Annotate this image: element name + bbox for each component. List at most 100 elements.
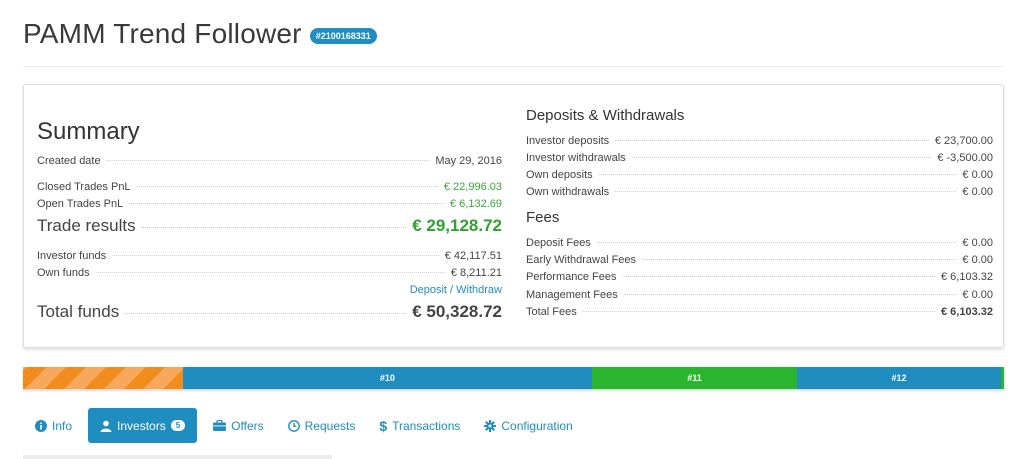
dotted-leader	[112, 255, 439, 256]
created-date-row: Created date May 29, 2016	[37, 155, 502, 167]
fee-row-label: Management Fees	[526, 289, 618, 301]
info-circle-icon	[35, 419, 47, 432]
tab-label: Configuration	[501, 418, 573, 433]
fee-row-value: € 6,103.32	[941, 271, 993, 283]
fee-row-label: Performance Fees	[526, 271, 617, 283]
open-trades-label: Open Trades PnL	[37, 198, 124, 210]
tab-label: Offers	[231, 418, 264, 433]
fee-row-value: € 0.00	[962, 289, 993, 301]
page-header: PAMM Trend Follower #2100168331	[23, 14, 377, 54]
user-icon	[100, 420, 112, 432]
deposit-row-value: € 0.00	[962, 186, 993, 198]
briefcase-icon	[213, 420, 227, 431]
fee-row: Performance Fees € 6,103.32	[526, 271, 993, 283]
own-funds-row: Own funds € 8,211.21	[37, 267, 502, 279]
tab-content-edge	[23, 455, 332, 459]
closed-trades-row: Closed Trades PnL € 22,996.03	[37, 181, 502, 193]
created-date-label: Created date	[37, 155, 101, 167]
deposit-row-value: € -3,500.00	[937, 152, 993, 164]
progress-segment: #12	[796, 367, 1002, 389]
progress-segment: #10	[182, 367, 592, 389]
dotted-leader	[623, 294, 957, 295]
progress-segment	[1001, 367, 1004, 389]
summary-panel: Summary Created date May 29, 2016 Closed…	[23, 84, 1004, 348]
fee-row-label: Deposit Fees	[526, 237, 591, 249]
fee-row-value: € 0.00	[962, 254, 993, 266]
total-fees-row: Total Fees € 6,103.32	[526, 306, 993, 318]
dotted-leader	[95, 272, 445, 273]
total-funds-value: € 50,328.72	[412, 302, 502, 321]
investor-funds-label: Investor funds	[37, 250, 107, 262]
dotted-leader	[622, 276, 935, 277]
clock-icon	[287, 419, 300, 432]
dotted-leader	[596, 242, 957, 243]
fee-row: Deposit Fees € 0.00	[526, 237, 993, 249]
gear-icon	[484, 419, 497, 432]
dotted-leader	[642, 259, 957, 260]
page-title: PAMM Trend Follower	[23, 18, 302, 49]
trade-results-row: Trade results € 29,128.72	[37, 216, 502, 236]
deposit-row: Investor withdrawals € -3,500.00	[526, 152, 993, 164]
dotted-leader	[141, 227, 407, 228]
deposit-row-label: Investor deposits	[526, 135, 610, 147]
total-fees-value: € 6,103.32	[941, 306, 993, 318]
dotted-leader	[631, 157, 932, 158]
deposit-row-label: Own withdrawals	[526, 186, 610, 198]
investor-count-badge: 5	[170, 420, 186, 431]
deposit-row-value: € 0.00	[962, 169, 993, 181]
deposit-row: Own withdrawals € 0.00	[526, 186, 993, 198]
tab-requests[interactable]: Requests	[276, 408, 368, 443]
investor-funds-row: Investor funds € 42,117.51	[37, 250, 502, 262]
own-funds-label: Own funds	[37, 267, 90, 279]
investor-funds-value: € 42,117.51	[444, 250, 502, 262]
fees-heading: Fees	[526, 209, 560, 226]
fee-row: Early Withdrawal Fees € 0.00	[526, 254, 993, 266]
trade-results-label: Trade results	[37, 216, 136, 235]
tab-label: Requests	[304, 418, 356, 433]
dotted-leader	[129, 203, 444, 204]
fee-row: Management Fees € 0.00	[526, 289, 993, 301]
dotted-leader	[598, 174, 957, 175]
tab-configuration[interactable]: Configuration	[472, 408, 584, 443]
deposits-heading: Deposits & Withdrawals	[526, 107, 685, 124]
fee-row-label: Early Withdrawal Fees	[526, 254, 637, 266]
tab-label: Transactions	[392, 418, 461, 433]
dotted-leader	[136, 186, 438, 187]
tab-label: Investors	[117, 418, 166, 433]
progress-segment	[23, 367, 183, 389]
fee-row-value: € 0.00	[962, 237, 993, 249]
tab-investors[interactable]: Investors 5	[88, 408, 198, 443]
deposit-row: Investor deposits € 23,700.00	[526, 135, 993, 147]
tab-offers[interactable]: Offers	[201, 408, 275, 443]
trade-results-value: € 29,128.72	[412, 216, 502, 235]
dotted-leader	[615, 140, 929, 141]
tab-transactions[interactable]: $ Transactions	[367, 408, 472, 443]
open-trades-row: Open Trades PnL € 6,132.69	[37, 198, 502, 210]
closed-trades-label: Closed Trades PnL	[37, 181, 131, 193]
open-trades-value: € 6,132.69	[450, 198, 502, 210]
total-fees-label: Total Fees	[526, 306, 577, 318]
deposit-row-value: € 23,700.00	[934, 135, 993, 147]
summary-heading: Summary	[37, 118, 140, 145]
tab-label: Info	[52, 418, 73, 433]
deposit-withdraw-link[interactable]: Deposit / Withdraw	[409, 284, 502, 296]
created-date-value: May 29, 2016	[435, 155, 502, 167]
dollar-icon: $	[379, 417, 388, 434]
own-funds-value: € 8,211.21	[450, 267, 502, 279]
tab-info[interactable]: Info	[23, 408, 84, 443]
closed-trades-value: € 22,996.03	[443, 181, 502, 193]
deposit-row-label: Own deposits	[526, 169, 593, 181]
title-divider	[23, 66, 1004, 67]
account-id-badge: #2100168331	[309, 28, 377, 44]
dotted-leader	[615, 191, 957, 192]
allocation-progress-bar: #10 #11 #12	[23, 367, 1004, 389]
total-funds-label: Total funds	[37, 302, 120, 321]
deposit-row: Own deposits € 0.00	[526, 169, 993, 181]
total-funds-row: Total funds € 50,328.72	[37, 302, 502, 322]
dotted-leader	[125, 313, 407, 314]
dotted-leader	[582, 311, 935, 312]
dotted-leader	[106, 160, 430, 161]
account-tabs: Info Investors 5 Offers Requests $ Trans…	[23, 408, 585, 443]
deposit-row-label: Investor withdrawals	[526, 152, 626, 164]
progress-segment: #11	[591, 367, 797, 389]
